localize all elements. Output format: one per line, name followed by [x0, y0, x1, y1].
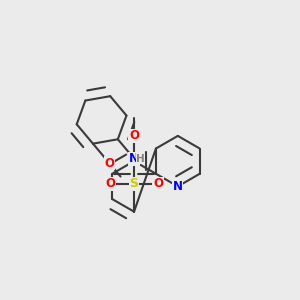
- Text: N: N: [173, 180, 183, 193]
- Text: N: N: [173, 180, 183, 193]
- Text: S: S: [130, 177, 139, 190]
- Text: O: O: [129, 129, 139, 142]
- Text: N: N: [129, 152, 139, 165]
- Text: H: H: [136, 154, 145, 164]
- Text: O: O: [104, 157, 114, 169]
- Text: O: O: [153, 177, 163, 190]
- Text: O: O: [105, 177, 115, 190]
